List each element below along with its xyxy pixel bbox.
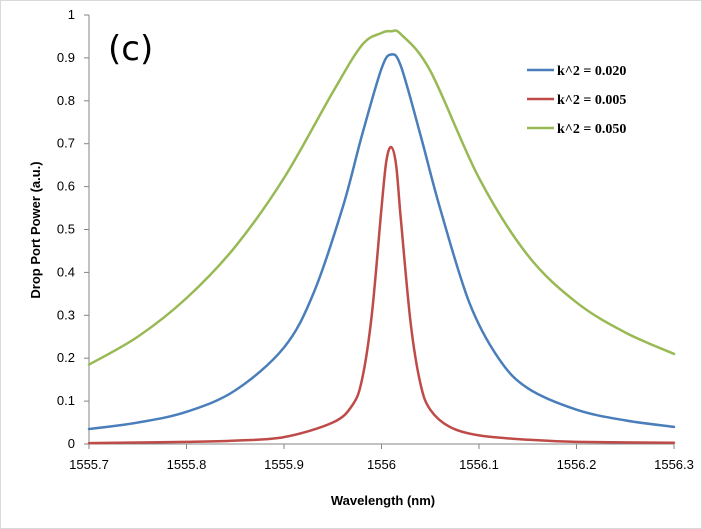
y-axis-title: Drop Port Power (a.u.) <box>28 161 43 298</box>
y-tick-label: 0.3 <box>57 307 75 322</box>
y-tick-label: 0.5 <box>57 222 75 237</box>
x-axis-ticks: 1555.7 1555.8 1555.9 1556 1556.1 1556.2 1556.3 <box>69 444 694 472</box>
x-tick-label: 1555.9 <box>264 457 304 472</box>
series-lines <box>87 29 676 445</box>
y-tick-label: 0.8 <box>57 93 75 108</box>
legend-label-2: k^2 = 0.005 <box>557 93 626 108</box>
legend-label-1: k^2 = 0.020 <box>557 64 626 79</box>
panel-label: (c) <box>108 29 153 69</box>
y-tick-label: 0.6 <box>57 179 75 194</box>
legend-label-3: k^2 = 0.050 <box>557 122 626 137</box>
legend: k^2 = 0.020 k^2 = 0.005 k^2 = 0.050 <box>527 64 626 137</box>
x-tick-label: 1556.3 <box>654 457 694 472</box>
x-tick-label: 1555.8 <box>167 457 207 472</box>
series-line-2 <box>87 145 676 445</box>
y-tick-label: 0.9 <box>57 50 75 65</box>
x-tick-label: 1556.1 <box>459 457 499 472</box>
x-tick-label: 1556 <box>367 457 396 472</box>
y-axis-ticks: 0 0.1 0.2 0.3 0.4 0.5 0.6 0.7 0.8 0.9 1 <box>57 7 89 451</box>
y-tick-label: 0.7 <box>57 136 75 151</box>
y-tick-label: 0.1 <box>57 393 75 408</box>
series-line-3 <box>87 29 676 366</box>
x-tick-label: 1555.7 <box>69 457 109 472</box>
x-axis-title: Wavelength (nm) <box>331 493 435 508</box>
y-tick-label: 1 <box>68 7 75 22</box>
x-tick-label: 1556.2 <box>557 457 597 472</box>
y-tick-label: 0.4 <box>57 264 75 279</box>
y-tick-label: 0.2 <box>57 350 75 365</box>
y-tick-label: 0 <box>68 436 75 451</box>
series-line-1 <box>87 53 676 431</box>
